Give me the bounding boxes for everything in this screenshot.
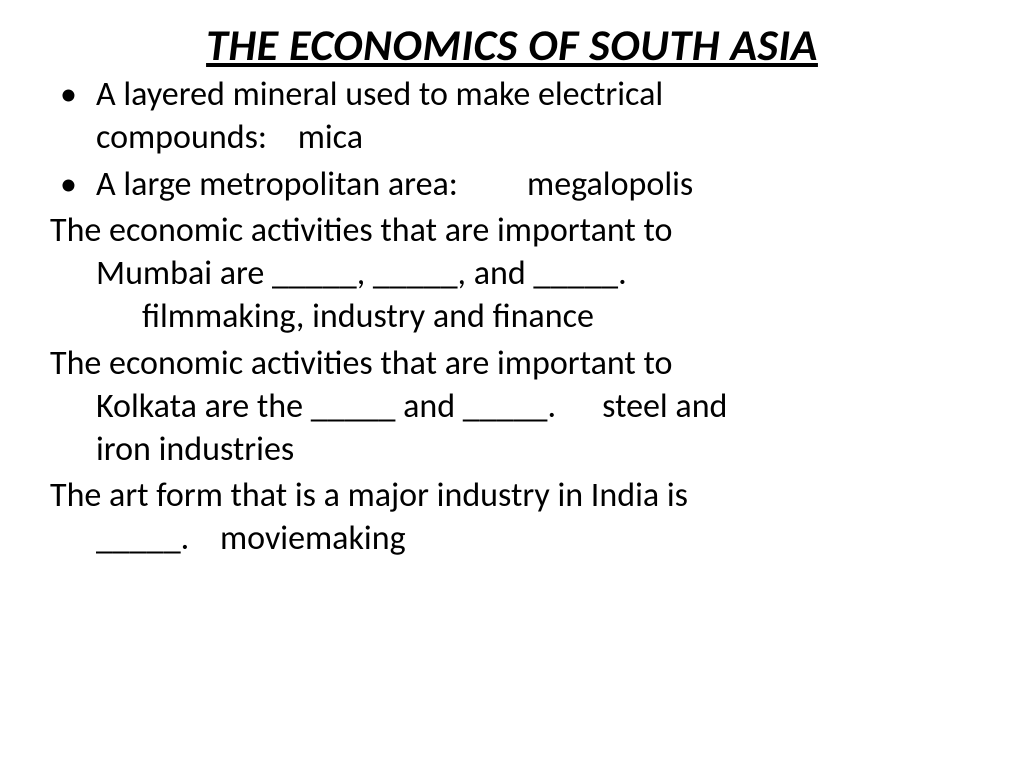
para-line: The economic activities that are importa… (50, 343, 672, 384)
slide-title: THE ECONOMICS OF SOUTH ASIA (50, 18, 974, 72)
bullet-text-line: compounds: mica (96, 117, 363, 158)
para-line: filmmaking, industry and finance (50, 296, 974, 339)
paragraph: The art form that is a major industry in… (50, 475, 974, 561)
paragraph: The economic activities that are importa… (50, 343, 974, 471)
para-line: Mumbai are _____, _____, and _____. (50, 253, 974, 296)
bullet-item: A large metropolitan area: megalopolis (50, 164, 974, 207)
para-line: iron industries (50, 429, 974, 472)
bullet-text-line: A large metropolitan area: megalopolis (96, 164, 693, 205)
para-line: _____. moviemaking (50, 518, 974, 561)
para-line: Kolkata are the _____ and _____. steel a… (50, 386, 974, 429)
bullet-item: A layered mineral used to make electrica… (50, 74, 974, 160)
slide-body: A layered mineral used to make electrica… (50, 74, 974, 561)
paragraph: The economic activities that are importa… (50, 210, 974, 338)
slide: THE ECONOMICS OF SOUTH ASIA A layered mi… (0, 0, 1024, 768)
bullet-text-line: A layered mineral used to make electrica… (96, 74, 663, 115)
para-line: The economic activities that are importa… (50, 210, 672, 251)
para-line: The art form that is a major industry in… (50, 475, 688, 516)
